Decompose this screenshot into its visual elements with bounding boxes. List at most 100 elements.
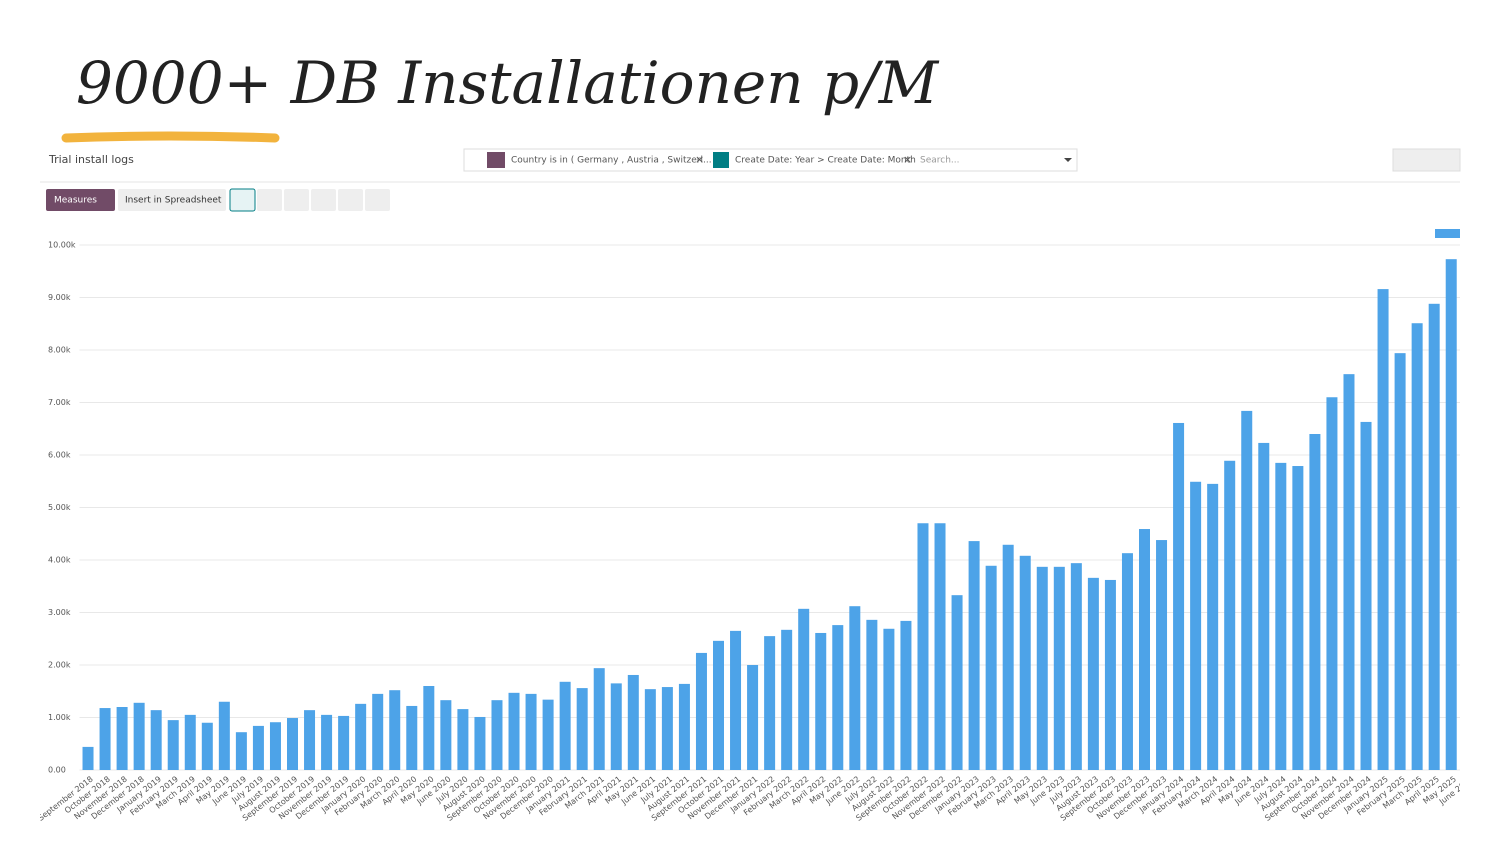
bar bbox=[1190, 481, 1202, 770]
bar bbox=[287, 718, 298, 770]
search-bar[interactable] bbox=[463, 148, 1078, 172]
stack-button[interactable] bbox=[311, 189, 336, 211]
y-tick-label: 5.00k bbox=[48, 503, 71, 512]
bar bbox=[627, 674, 639, 770]
bar bbox=[576, 688, 588, 770]
bar bbox=[1275, 462, 1287, 770]
bar bbox=[951, 595, 963, 770]
bar bbox=[849, 606, 861, 770]
bar bbox=[934, 523, 946, 770]
bar bbox=[82, 746, 94, 770]
bar bbox=[1019, 555, 1031, 770]
measures-button[interactable] bbox=[46, 189, 115, 211]
y-tick-label: 3.00k bbox=[48, 608, 71, 617]
bar bbox=[610, 683, 622, 770]
remove-facet[interactable]: × bbox=[903, 153, 912, 166]
bar bbox=[1053, 566, 1065, 770]
bar-chart-button[interactable] bbox=[229, 188, 256, 212]
bar bbox=[99, 708, 111, 770]
bar bbox=[116, 707, 128, 770]
sort-asc-button[interactable] bbox=[365, 189, 390, 211]
bar bbox=[389, 690, 401, 770]
bar bbox=[764, 636, 776, 770]
filter-icon bbox=[487, 152, 505, 168]
bar bbox=[269, 722, 281, 770]
bar bbox=[1241, 410, 1253, 770]
search-toggle[interactable] bbox=[1064, 158, 1072, 162]
view-switcher[interactable] bbox=[1392, 148, 1461, 172]
bar bbox=[1087, 577, 1099, 770]
y-tick-label: 10.00k bbox=[48, 241, 76, 250]
bar bbox=[1207, 483, 1219, 770]
bar bbox=[542, 699, 554, 770]
pie-chart-button[interactable] bbox=[284, 189, 309, 211]
insert-button[interactable] bbox=[118, 189, 226, 211]
bar bbox=[491, 700, 503, 770]
bar bbox=[713, 640, 724, 770]
y-tick-label: 2.00k bbox=[48, 661, 71, 670]
bar bbox=[866, 619, 878, 770]
bar bbox=[423, 686, 435, 770]
bar bbox=[201, 722, 213, 770]
insert-label: Insert in Spreadsheet bbox=[125, 196, 222, 206]
y-tick-label: 0.00 bbox=[48, 766, 66, 775]
bar bbox=[372, 693, 384, 770]
bar bbox=[1445, 259, 1457, 770]
bar bbox=[406, 705, 418, 770]
bar bbox=[133, 702, 145, 770]
bar bbox=[593, 668, 605, 770]
y-tick-label: 6.00k bbox=[48, 451, 71, 460]
line-chart-button[interactable] bbox=[257, 189, 282, 211]
bar bbox=[815, 632, 827, 770]
y-tick-label: 9.00k bbox=[48, 293, 71, 302]
bar bbox=[355, 703, 367, 770]
bar bbox=[798, 608, 810, 770]
bar bbox=[457, 709, 469, 770]
chart: 0.00 1.00k 2.00k 3.00k 4.00k 5.00k 6.00k 7.00k 8… bbox=[40, 229, 1460, 823]
y-tick-label: 4.00k bbox=[48, 556, 71, 565]
bar bbox=[968, 541, 980, 770]
bar bbox=[218, 701, 230, 770]
bar bbox=[304, 710, 316, 770]
bar bbox=[235, 732, 247, 770]
bar bbox=[1121, 553, 1133, 770]
legend-swatch bbox=[1435, 229, 1460, 238]
bar bbox=[985, 565, 997, 770]
bar bbox=[781, 629, 793, 770]
bar bbox=[917, 523, 929, 770]
bar bbox=[1394, 353, 1406, 770]
bar bbox=[338, 715, 350, 770]
bar bbox=[1156, 540, 1168, 770]
bar bbox=[1428, 303, 1440, 770]
bar bbox=[1411, 323, 1423, 770]
bar bbox=[150, 710, 162, 770]
bar bbox=[559, 681, 571, 770]
bar bbox=[1070, 563, 1082, 770]
measures-label: Measures bbox=[54, 196, 97, 206]
bar bbox=[883, 628, 895, 770]
breadcrumb[interactable]: Trial install logs bbox=[48, 153, 134, 166]
bar bbox=[1309, 434, 1321, 770]
bar bbox=[167, 720, 179, 770]
bar bbox=[474, 716, 486, 770]
bar bbox=[832, 625, 844, 770]
groupby-facet[interactable]: Create Date: Year > Create Date: Month bbox=[735, 156, 916, 166]
remove-facet[interactable]: × bbox=[695, 153, 704, 166]
bar bbox=[1343, 374, 1355, 770]
search-input[interactable]: Search... bbox=[920, 156, 960, 166]
bar bbox=[730, 630, 742, 770]
bar bbox=[1104, 579, 1116, 770]
bar bbox=[508, 692, 520, 770]
title-underline bbox=[61, 131, 280, 143]
page-title: 9000+ DB Installationen p/M bbox=[76, 49, 940, 117]
y-tick-label: 8.00k bbox=[48, 346, 71, 355]
bar bbox=[644, 689, 656, 770]
group-icon bbox=[713, 152, 729, 168]
sort-desc-button[interactable] bbox=[338, 189, 363, 211]
bar bbox=[440, 700, 452, 770]
bar bbox=[678, 683, 690, 770]
filter-facet[interactable]: Country is in ( Germany , Austria , Swit… bbox=[511, 156, 712, 166]
bar bbox=[1292, 466, 1304, 770]
